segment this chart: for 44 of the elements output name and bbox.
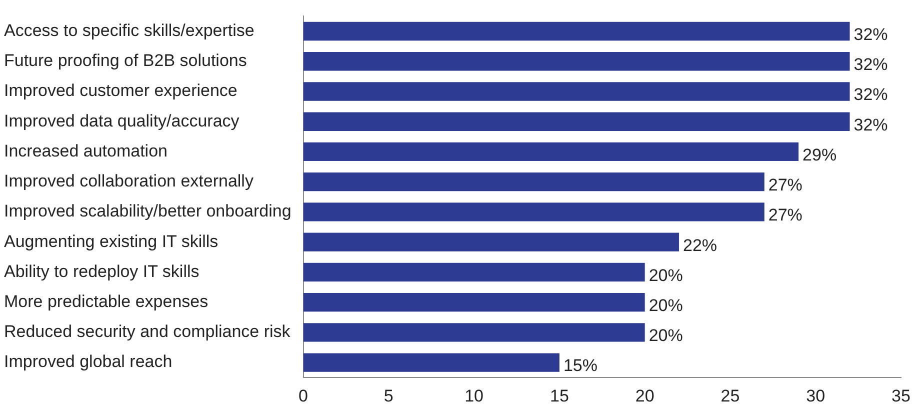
x-tick-label: 0 <box>298 386 308 406</box>
y-tick-label: Improved scalability/better onboarding <box>4 202 292 221</box>
y-tick-label: Reduced security and compliance risk <box>4 322 291 342</box>
bar <box>303 52 850 71</box>
bar <box>303 353 560 372</box>
data-label: 32% <box>854 55 888 74</box>
data-label: 20% <box>648 326 683 346</box>
data-label: 20% <box>648 266 683 285</box>
bar <box>303 172 764 192</box>
data-label: 29% <box>802 145 837 164</box>
x-tick-label: 30 <box>806 386 826 406</box>
x-tick-label: 35 <box>892 386 910 406</box>
x-tick-label: 15 <box>550 386 569 406</box>
y-tick-label: Increased automation <box>4 141 168 160</box>
y-tick-label: Improved data quality/accuracy <box>4 111 240 130</box>
y-tick-label: More predictable expenses <box>4 292 208 311</box>
data-label: 22% <box>682 236 718 255</box>
bar <box>303 292 645 312</box>
x-tick-label: 20 <box>635 386 654 406</box>
bar <box>303 22 850 41</box>
bar <box>303 232 679 252</box>
y-tick-label: Access to specific skills/expertise <box>4 20 254 40</box>
data-label: 32% <box>854 85 888 104</box>
data-label: 20% <box>648 296 683 315</box>
bar <box>303 142 799 162</box>
y-tick-label: Future proofing of B2B solutions <box>4 51 247 70</box>
data-label: 15% <box>563 356 598 376</box>
y-tick-label: Improved customer experience <box>4 81 238 100</box>
data-label: 27% <box>768 206 802 225</box>
y-tick-label: Augmenting existing IT skills <box>4 232 218 251</box>
bar <box>303 202 764 222</box>
x-tick-label: 10 <box>464 386 484 406</box>
data-label: 32% <box>854 24 888 44</box>
x-tick-label: 5 <box>384 386 394 406</box>
x-tick-label: 25 <box>720 386 740 406</box>
bar <box>303 262 645 282</box>
data-label: 27% <box>768 176 802 195</box>
y-tick-label: Improved global reach <box>4 352 172 372</box>
bar <box>303 112 850 131</box>
bar <box>303 323 645 342</box>
data-label: 32% <box>854 115 888 134</box>
y-tick-label: Improved collaboration externally <box>4 172 254 191</box>
y-tick-label: Ability to redeploy IT skills <box>4 262 200 281</box>
bar <box>303 82 850 101</box>
